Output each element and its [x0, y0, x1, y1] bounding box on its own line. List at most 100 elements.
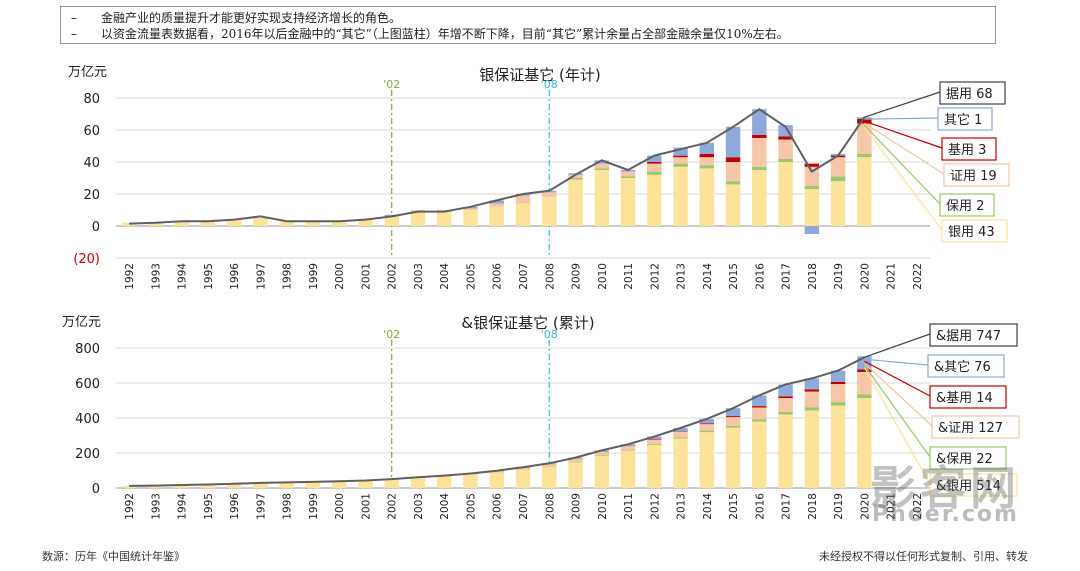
- bar-segment-yin: [568, 461, 583, 488]
- bar-segment-yin: [200, 484, 216, 488]
- bar-segment-zheng: [542, 192, 557, 198]
- bar-segment-qita: [673, 427, 688, 432]
- callout-label: &保用 22: [936, 452, 993, 467]
- bar-segment-yin: [437, 211, 452, 226]
- bar-segment-yin: [857, 398, 872, 488]
- bullet-dash: –: [71, 11, 77, 25]
- x-tick-label: 1995: [203, 263, 215, 290]
- x-tick-label: 2017: [781, 493, 793, 520]
- callout-label: 其它 1: [944, 112, 982, 128]
- callout-leader: [863, 366, 931, 485]
- callout-leader: [864, 358, 929, 366]
- bar-segment-bao: [830, 176, 846, 182]
- callout-leader: [864, 91, 941, 118]
- bar-segment-yin: [200, 221, 216, 226]
- bar-segment-yin: [515, 470, 531, 488]
- bar-segment-zheng: [463, 208, 478, 210]
- x-tick-label: 2009: [571, 263, 583, 290]
- x-tick-label: 1992: [124, 263, 136, 290]
- x-tick-label: 2008: [544, 263, 556, 290]
- bar-segment-zheng: [804, 166, 820, 186]
- x-tick-label: 1998: [282, 263, 294, 290]
- bar-segment-ji: [725, 157, 741, 162]
- y-tick-label: 200: [75, 447, 100, 462]
- bar-segment-yin: [305, 481, 321, 488]
- callout-box: [937, 107, 993, 131]
- bar-segment-qita: [778, 384, 793, 397]
- bar-segment-bao: [857, 154, 872, 158]
- bar-segment-bao: [699, 430, 715, 433]
- x-tick-label: 2018: [807, 493, 819, 520]
- bar-segment-yin: [489, 472, 504, 488]
- callout-box: [943, 163, 1010, 187]
- bar-segment-qita: [804, 226, 820, 234]
- chart-title-1: 银保证基它 (年计): [479, 66, 600, 84]
- bar-segment-qita: [804, 378, 820, 390]
- bar-segment-yin: [542, 197, 557, 226]
- x-tick-label: 2000: [334, 263, 346, 290]
- bar-segment-zheng: [752, 138, 767, 167]
- y-tick-label: (20): [73, 252, 100, 267]
- bar-segment-qita: [647, 436, 662, 439]
- x-tick-label: 1997: [255, 493, 267, 520]
- bar-segment-qita: [673, 147, 688, 156]
- x-tick-label: 1996: [229, 263, 241, 290]
- bar-segment-bao: [725, 181, 741, 185]
- source-note: 数源：历年《中国统计年鉴》: [42, 550, 185, 563]
- callout-box: [929, 473, 1018, 497]
- bar-segment-bao: [673, 163, 688, 167]
- y-tick-label: 40: [83, 156, 100, 171]
- x-tick-label: 2016: [754, 263, 766, 290]
- callout-leader: [864, 333, 931, 358]
- callout-box: [931, 415, 1020, 439]
- x-tick-label: 1996: [229, 493, 241, 520]
- x-tick-label: 2003: [413, 493, 425, 520]
- watermark-text: 影客网: [870, 461, 1020, 515]
- bar-segment-ji: [752, 134, 767, 138]
- x-tick-label: 2015: [728, 263, 740, 290]
- bar-segment-ji: [725, 416, 741, 418]
- bar-segment-yin: [647, 444, 662, 488]
- bar-segment-yin: [410, 478, 426, 488]
- bar-segment-bao: [594, 455, 609, 456]
- bar-segment-yin: [148, 222, 163, 226]
- bar-segment-qita: [752, 395, 767, 407]
- bar-segment-yin: [778, 162, 793, 226]
- watermark-url: Phoer.com: [872, 502, 1019, 527]
- bar-segment-bao: [804, 407, 820, 411]
- note-line: – 金融产业的质量提升才能更好实现支持经济增长的角色。: [71, 10, 985, 26]
- callout-box: [939, 81, 1006, 105]
- bar-segment-qita: [647, 155, 662, 162]
- total-line: [129, 356, 865, 487]
- notes-box: – 金融产业的质量提升才能更好实现支持经济增长的角色。 – 以资金流量表数据看，20…: [60, 6, 996, 44]
- bar-segment-yin: [384, 479, 399, 488]
- callout-label: &银用 514: [936, 479, 1001, 494]
- bar-segment-bao: [804, 186, 820, 190]
- x-tick-label: 2012: [649, 493, 661, 520]
- bar-segment-yin: [305, 221, 321, 226]
- bar-segment-yin: [489, 206, 504, 226]
- total-line: [129, 107, 866, 225]
- bar-segment-yin: [226, 219, 242, 226]
- x-tick-label: 2006: [492, 263, 504, 290]
- bar-segment-bao: [594, 168, 609, 170]
- bar-segment-yin: [778, 414, 793, 488]
- bar-segment-ji: [647, 162, 662, 164]
- callout-label: &其它 76: [934, 359, 991, 375]
- x-tick-label: 2002: [387, 493, 399, 520]
- callout-leader: [863, 126, 943, 231]
- callout-label: 基用 3: [948, 143, 986, 158]
- x-tick-label: 2009: [571, 493, 583, 520]
- callout-box: [929, 385, 1007, 409]
- bar-segment-yin: [725, 427, 741, 488]
- x-tick-label: 2019: [833, 493, 845, 520]
- bar-segment-zheng: [830, 384, 846, 403]
- bar-segment-yin: [752, 170, 767, 226]
- bar-segment-bao: [857, 394, 872, 399]
- callout-label: &证用 127: [938, 421, 1003, 436]
- bar-segment-yin: [463, 474, 478, 488]
- x-tick-label: 1999: [308, 263, 320, 290]
- bar-segment-bao: [568, 461, 583, 463]
- bar-segment-yin: [568, 179, 583, 226]
